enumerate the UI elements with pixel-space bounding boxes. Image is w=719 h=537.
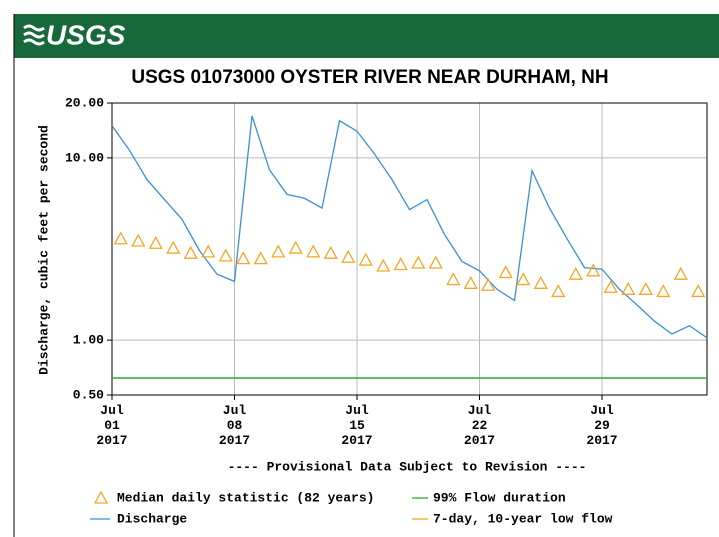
- discharge-line: [111, 115, 708, 339]
- chart-title: USGS 01073000 OYSTER RIVER NEAR DURHAM, …: [131, 67, 608, 88]
- x-tick-label: Jul 01 2017: [96, 403, 127, 448]
- median-marker: [603, 279, 618, 293]
- median-marker: [148, 235, 163, 249]
- median-marker: [568, 266, 583, 280]
- median-marker: [691, 284, 706, 298]
- median-marker: [376, 258, 391, 272]
- x-tick-label-line: Jul: [100, 403, 124, 418]
- median-marker: [533, 275, 548, 289]
- median-marker: [113, 231, 128, 245]
- median-marker: [673, 266, 688, 280]
- x-tick-label-line: 01: [104, 418, 120, 433]
- median-marker: [411, 255, 426, 269]
- median-marker: [656, 284, 671, 298]
- legend-marker: [93, 490, 109, 504]
- y-axis-label: Discharge, cubic feet per second: [36, 125, 51, 375]
- median-marker: [498, 265, 513, 279]
- x-tick-label-line: 2017: [464, 433, 495, 448]
- median-marker: [288, 240, 303, 254]
- header-bar: [14, 14, 719, 58]
- median-marker: [551, 284, 566, 298]
- x-tick-label-line: 2017: [219, 433, 250, 448]
- plot-area: [112, 103, 707, 395]
- median-marker: [218, 248, 233, 262]
- x-tick-label: Jul 15 2017: [341, 403, 372, 448]
- median-marker: [201, 244, 216, 258]
- median-marker: [341, 249, 356, 263]
- median-marker: [446, 272, 461, 286]
- x-tick-label-line: Jul: [223, 403, 247, 418]
- median-marker: [131, 233, 146, 247]
- y-tick-label: 10.00: [65, 150, 104, 165]
- provisional-note: ---- Provisional Data Subject to Revisio…: [228, 459, 587, 474]
- median-marker: [463, 275, 478, 289]
- legend-label: Discharge: [117, 511, 187, 526]
- median-marker: [253, 251, 268, 265]
- y-tick-label: 1.00: [73, 333, 104, 348]
- y-tick-label: 20.00: [65, 95, 104, 110]
- x-tick-label-line: 2017: [586, 433, 617, 448]
- legend-label: 7-day, 10-year low flow: [433, 511, 613, 526]
- x-tick-label: Jul 22 2017: [464, 403, 495, 448]
- median-marker: [236, 251, 251, 265]
- legend-label: 99% Flow duration: [433, 490, 566, 505]
- median-marker: [638, 281, 653, 295]
- plot-border: [111, 102, 708, 396]
- median-marker: [393, 257, 408, 271]
- median-marker: [271, 244, 286, 258]
- x-tick-label-line: 22: [472, 418, 488, 433]
- x-tick-label-line: 29: [594, 418, 610, 433]
- x-tick-label-line: 2017: [96, 433, 127, 448]
- median-marker: [428, 255, 443, 269]
- median-marker: [306, 244, 321, 258]
- median-marker: [621, 281, 636, 295]
- x-tick-label-line: Jul: [590, 403, 614, 418]
- logo-text: USGS: [46, 19, 126, 50]
- x-tick-label-line: 15: [349, 418, 365, 433]
- x-tick-label-line: Jul: [468, 403, 492, 418]
- median-marker: [166, 240, 181, 254]
- x-tick-label: Jul 08 2017: [219, 403, 250, 448]
- x-tick-label-line: Jul: [345, 403, 369, 418]
- median-marker: [358, 252, 373, 266]
- x-tick-label-line: 2017: [341, 433, 372, 448]
- median-marker: [183, 245, 198, 259]
- median-marker: [323, 245, 338, 259]
- y-tick-label: 0.50: [73, 387, 104, 402]
- median-marker: [516, 272, 531, 286]
- median-marker: [586, 263, 601, 277]
- x-tick-label-line: 08: [227, 418, 243, 433]
- legend-label: Median daily statistic (82 years): [117, 490, 374, 505]
- median-marker: [481, 277, 496, 291]
- logo-waves: [23, 24, 45, 46]
- x-tick-label: Jul 29 2017: [586, 403, 617, 448]
